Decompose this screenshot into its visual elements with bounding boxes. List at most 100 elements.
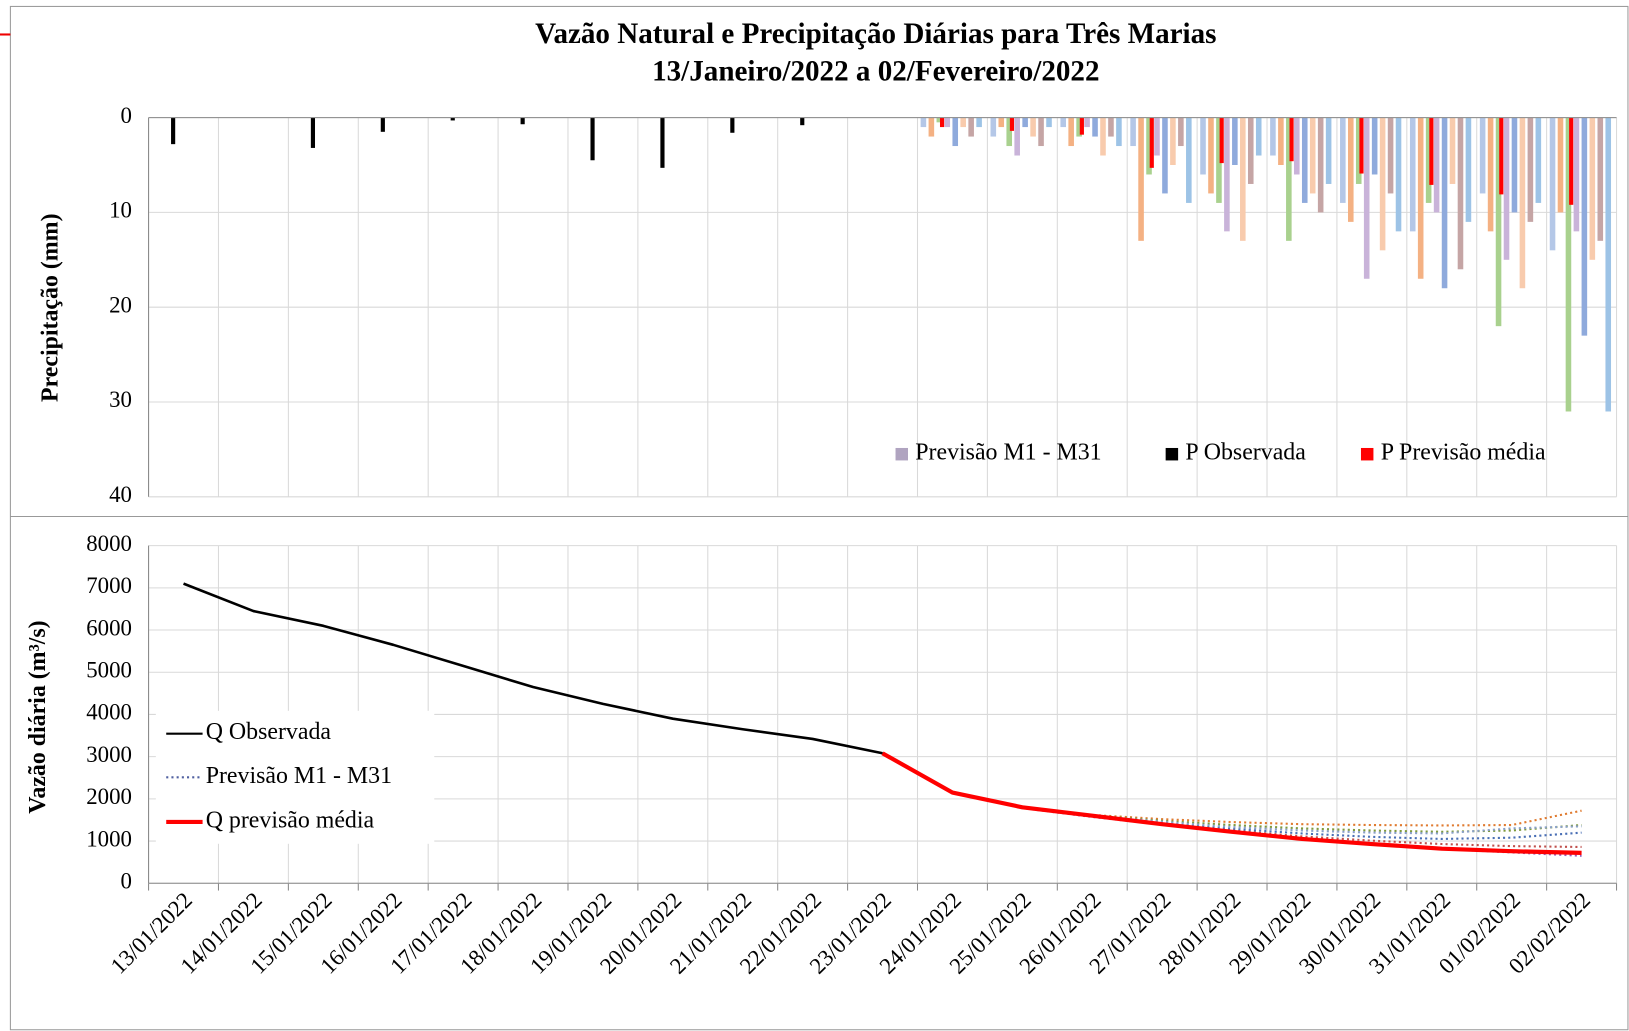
bar <box>968 117 974 137</box>
legend-label: Previsão M1 - M31 <box>206 763 392 789</box>
bar <box>1116 117 1122 147</box>
bar <box>1325 117 1332 184</box>
bar <box>1511 117 1518 213</box>
legend-swatch <box>1165 447 1179 461</box>
bar <box>1527 117 1534 222</box>
bar <box>960 117 966 128</box>
bar <box>171 117 176 145</box>
legend-label: Previsão M1 - M31 <box>915 440 1101 466</box>
line <box>183 582 883 755</box>
bar <box>1433 117 1440 213</box>
bar <box>1294 117 1300 175</box>
bar <box>998 117 1005 128</box>
bar <box>1417 117 1424 279</box>
bar <box>1170 117 1176 166</box>
bar <box>1479 117 1486 194</box>
bar <box>1565 117 1572 412</box>
bar <box>1014 117 1020 156</box>
bar <box>1100 117 1106 156</box>
chart-subtitle: 13/Janeiro/2022 a 02/Fevereiro/2022 <box>652 56 1099 88</box>
bar <box>1108 117 1114 137</box>
bar <box>1092 117 1098 137</box>
legend-swatch <box>895 447 909 461</box>
bar <box>1581 117 1588 336</box>
y-tick-label: 5000 <box>86 657 132 682</box>
bar <box>928 117 935 137</box>
y-tick-label: 30 <box>109 387 132 412</box>
bar <box>1549 117 1556 251</box>
bar <box>976 117 982 128</box>
bar <box>1178 117 1184 147</box>
bar <box>1573 117 1580 232</box>
bar <box>1359 117 1364 174</box>
bar <box>1289 117 1294 162</box>
bar <box>730 117 735 133</box>
bar <box>944 117 951 128</box>
bar <box>1149 117 1154 168</box>
bar <box>1309 117 1316 194</box>
bar <box>1355 117 1362 184</box>
bar <box>1084 117 1090 128</box>
bar <box>952 117 959 147</box>
line <box>881 751 1582 855</box>
y-tick-label: 1000 <box>86 826 132 851</box>
marks <box>171 117 1612 857</box>
bar <box>1232 117 1238 166</box>
bar <box>1186 117 1192 203</box>
bar <box>1535 117 1542 203</box>
bar <box>1278 117 1284 166</box>
y-tick-label: 8000 <box>86 531 132 556</box>
bar <box>1060 117 1066 128</box>
bar <box>1068 117 1074 147</box>
bar <box>1200 117 1206 175</box>
bar <box>1247 117 1254 184</box>
y-tick-label: 3000 <box>86 742 132 767</box>
bar <box>1286 117 1292 241</box>
legend-label: Q previsão média <box>206 807 375 833</box>
bar <box>1379 117 1386 251</box>
bar <box>1340 117 1346 203</box>
bar <box>380 117 385 132</box>
bar <box>520 117 525 125</box>
y-tick-label: 10 <box>109 198 132 223</box>
bar <box>990 117 997 137</box>
bar <box>1146 117 1152 175</box>
y-tick-label: 6000 <box>86 615 132 640</box>
bar <box>1503 117 1510 260</box>
bar <box>939 117 945 128</box>
bar <box>1219 117 1224 164</box>
bar <box>450 117 455 121</box>
y-tick-label: 20 <box>109 292 132 317</box>
bar <box>1154 117 1160 156</box>
bar <box>1425 117 1432 203</box>
bar <box>1270 117 1276 156</box>
bar <box>1449 117 1456 184</box>
y-axis-title: Vazão diária (m³/s) <box>25 620 51 813</box>
bar <box>1255 117 1262 156</box>
bar <box>1162 117 1168 194</box>
bar <box>1363 117 1370 279</box>
y-tick-label: 40 <box>109 482 132 507</box>
bar <box>920 117 927 128</box>
bar <box>1495 117 1502 327</box>
bar <box>936 117 943 123</box>
bar <box>1387 117 1394 194</box>
y-tick-label: 4000 <box>86 700 132 725</box>
bar <box>1519 117 1526 289</box>
bar <box>1130 117 1136 147</box>
bar <box>1499 117 1504 195</box>
bar <box>1371 117 1378 175</box>
bar <box>1347 117 1354 222</box>
chart-title: Vazão Natural e Precipitação Diárias par… <box>535 18 1216 50</box>
bar <box>1009 117 1015 131</box>
bar <box>1395 117 1402 232</box>
bar <box>1240 117 1246 241</box>
bar <box>1038 117 1044 147</box>
y-tick-label: 2000 <box>86 784 132 809</box>
legend-label: Q Observada <box>206 719 332 745</box>
bar <box>1457 117 1464 270</box>
bar <box>1138 117 1144 241</box>
bar <box>800 117 805 126</box>
bar <box>1605 117 1612 412</box>
